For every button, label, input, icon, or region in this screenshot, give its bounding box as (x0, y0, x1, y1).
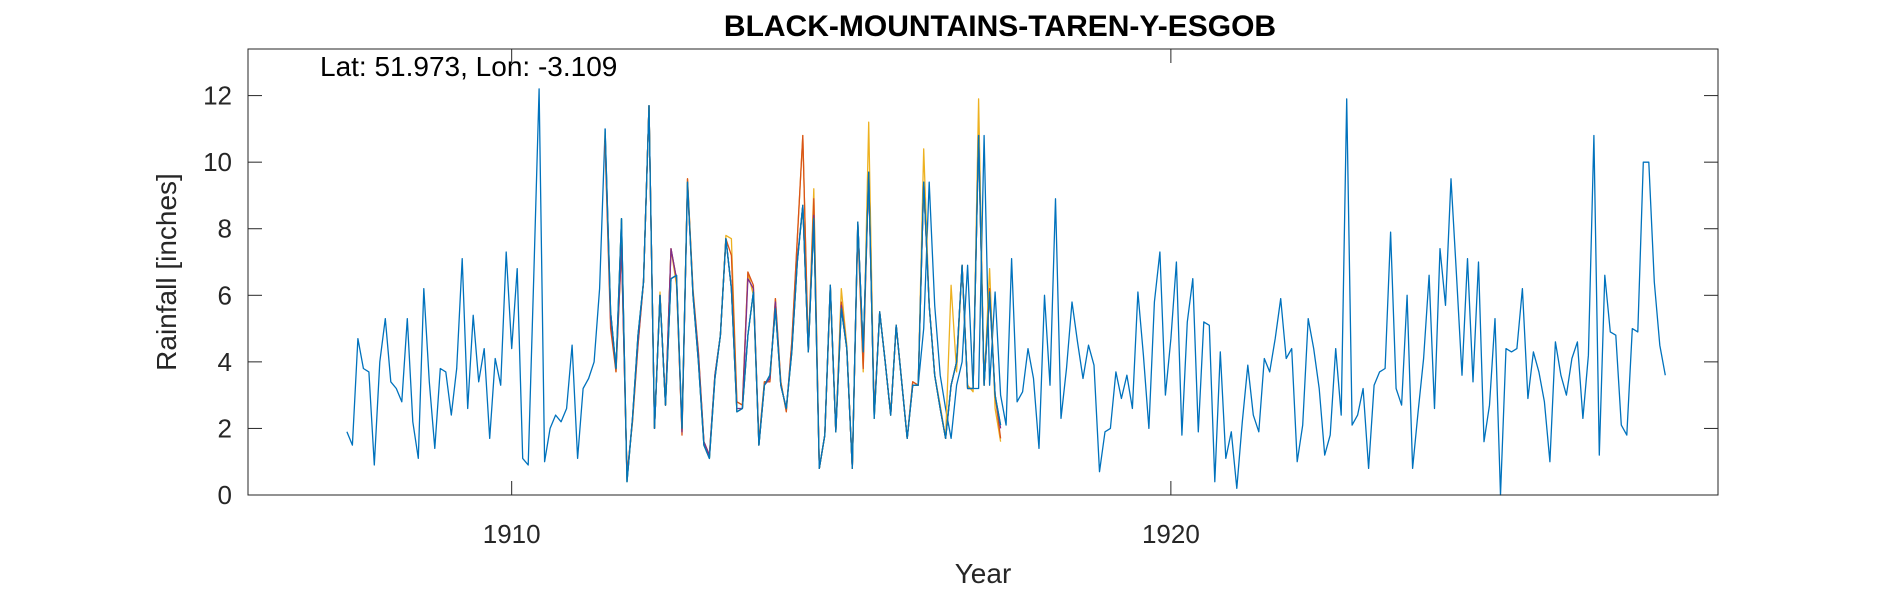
axes-frame: 1910 1920 0 2 4 6 8 10 12 (203, 48, 1719, 549)
x-axis-label: Year (955, 558, 1012, 589)
y-tick-label: 2 (218, 413, 232, 443)
y-tick-label: 4 (218, 347, 232, 377)
axes-background (248, 49, 1718, 495)
series-line-1 (346, 88, 1666, 496)
x-tick-label: 1920 (1142, 519, 1200, 549)
y-tick-label: 10 (203, 147, 232, 177)
y-tick-label: 0 (218, 480, 232, 510)
series-layer (346, 88, 1666, 496)
axes-box (247, 48, 1719, 496)
x-tick-label: 1910 (483, 519, 541, 549)
chart-title: BLACK-MOUNTAINS-TAREN-Y-ESGOB (724, 10, 1276, 43)
y-tick-label: 12 (203, 81, 232, 111)
coordinate-annotation: Lat: 51.973, Lon: -3.109 (320, 51, 617, 82)
series-line-6 (604, 104, 1002, 483)
y-tick-label: 6 (218, 280, 232, 310)
y-tick-label: 8 (218, 214, 232, 244)
plot-area (248, 49, 1718, 495)
y-axis-label: Rainfall [inches] (151, 173, 182, 371)
